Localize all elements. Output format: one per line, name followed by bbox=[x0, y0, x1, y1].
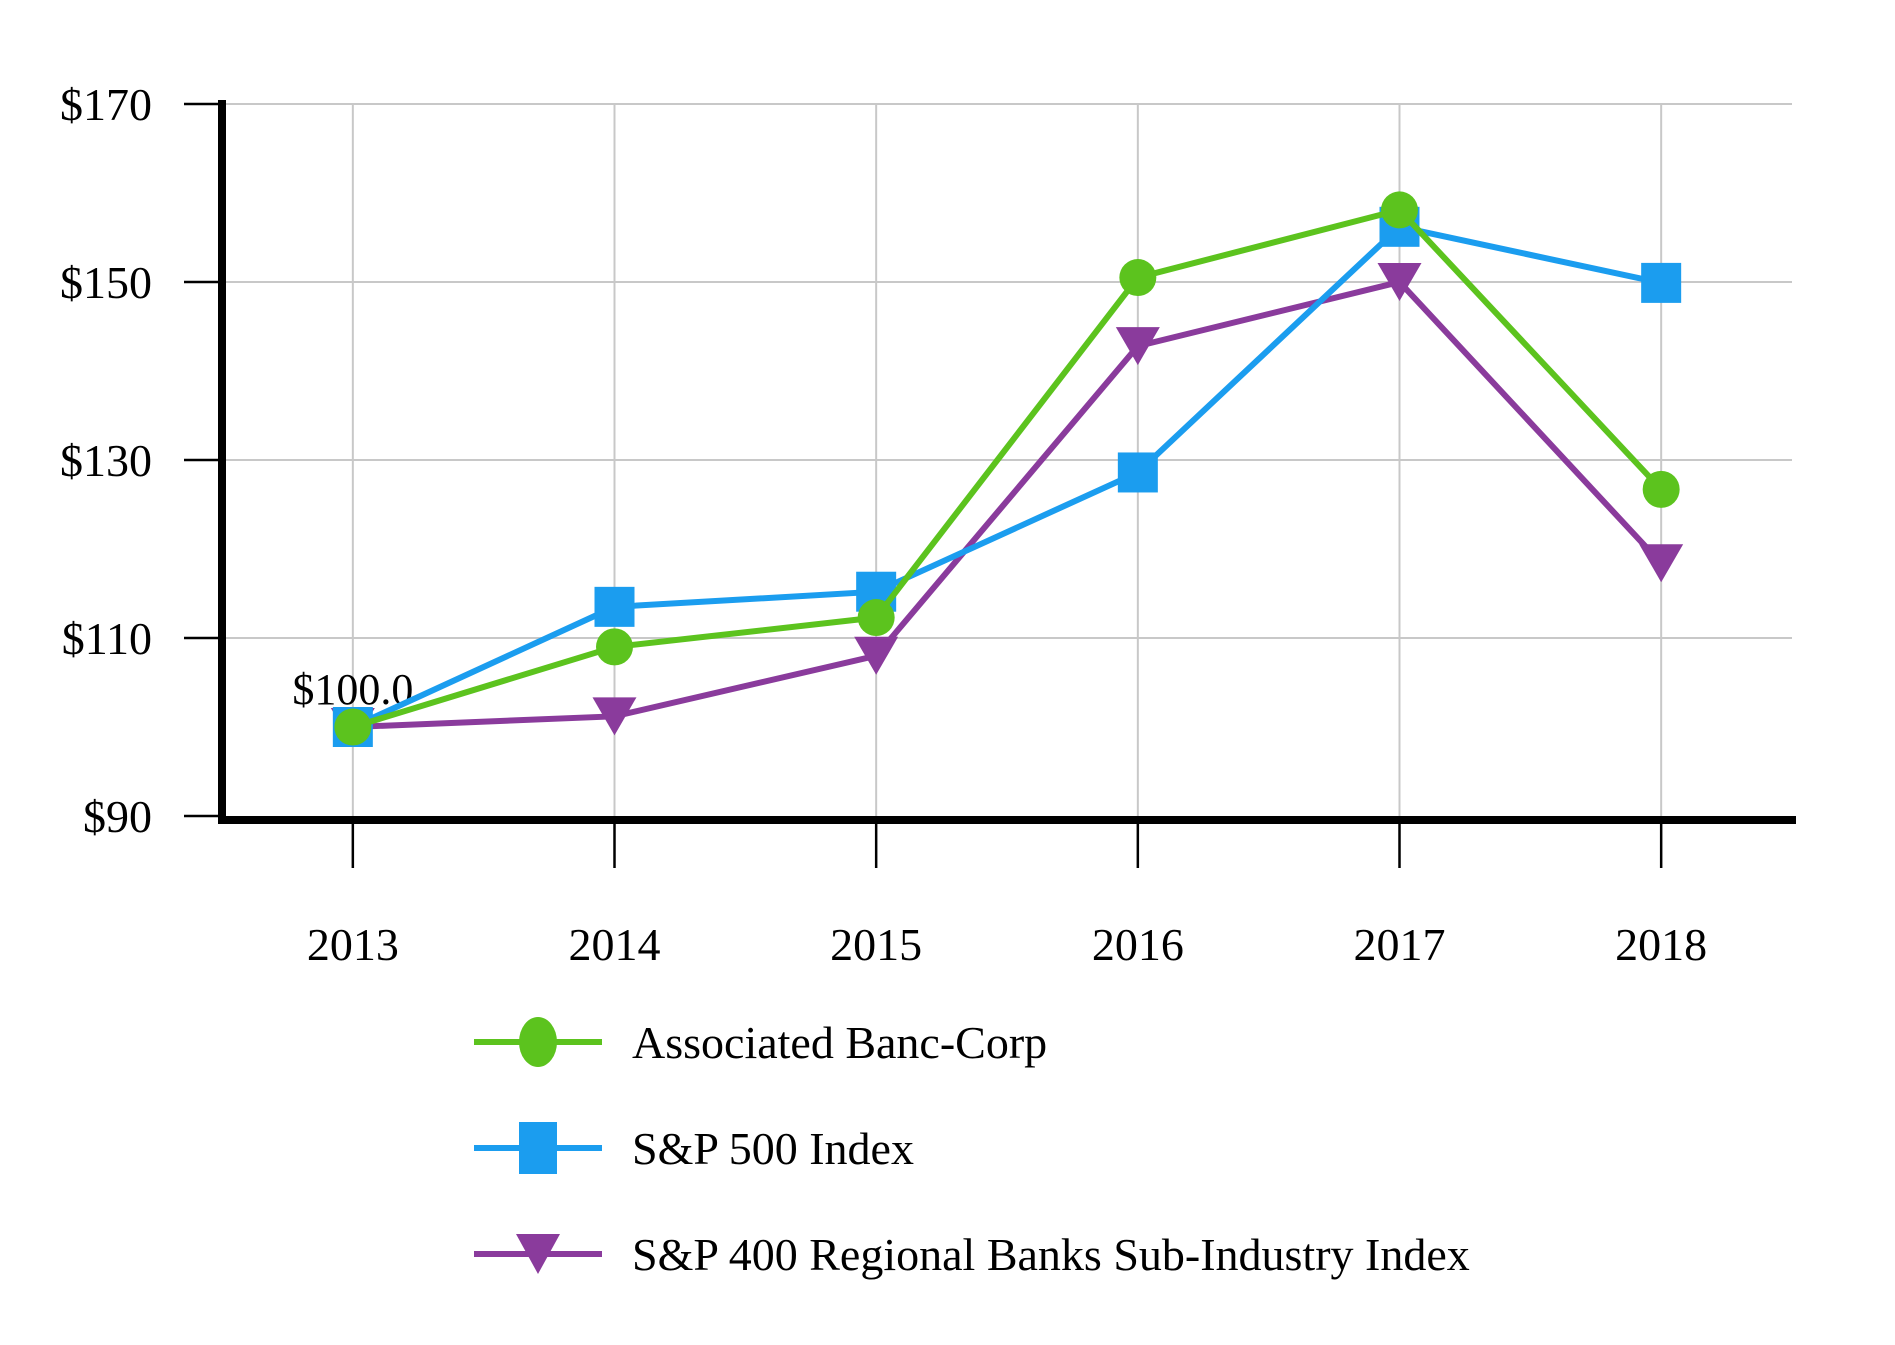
data-point-circle bbox=[1119, 259, 1157, 297]
data-point-square bbox=[1117, 452, 1158, 493]
chart-legend: Associated Banc-Corp S&P 500 Index S&P 4… bbox=[474, 1014, 1470, 1282]
x-axis-tick-label: 2015 bbox=[830, 919, 922, 970]
series-line-0 bbox=[351, 206, 1664, 730]
data-point-square bbox=[1641, 262, 1682, 303]
legend-label: S&P 500 Index bbox=[632, 1122, 914, 1174]
data-point-triangle bbox=[592, 697, 637, 736]
series-line-1 bbox=[351, 223, 1662, 730]
data-point-circle bbox=[1642, 470, 1680, 508]
legend-swatch-triangle-icon bbox=[474, 1226, 602, 1282]
series-line-2 bbox=[352, 278, 1664, 730]
y-axis-tick-label: $170 bbox=[60, 79, 152, 130]
data-point-circle bbox=[1381, 191, 1418, 229]
y-axis-tick-label: $110 bbox=[62, 613, 152, 664]
legend-swatch-square-icon bbox=[474, 1120, 602, 1176]
legend-label: S&P 400 Regional Banks Sub-Industry Inde… bbox=[632, 1228, 1470, 1280]
legend-swatch-circle-icon bbox=[474, 1014, 602, 1070]
y-axis-tick-label: $130 bbox=[60, 435, 152, 486]
legend-item-associated-banc-corp: Associated Banc-Corp bbox=[474, 1014, 1470, 1070]
data-point-square bbox=[594, 586, 635, 627]
legend-label: Associated Banc-Corp bbox=[632, 1016, 1048, 1068]
data-point-triangle bbox=[1377, 263, 1422, 301]
data-point-triangle bbox=[1115, 327, 1160, 366]
data-point-circle bbox=[857, 599, 895, 637]
y-axis-tick-label: $150 bbox=[60, 257, 152, 308]
data-point-circle bbox=[334, 708, 372, 746]
data-point-circle bbox=[596, 628, 633, 666]
data-point-triangle bbox=[1639, 544, 1684, 583]
data-point-triangle bbox=[854, 636, 899, 675]
x-axis-tick-label: 2014 bbox=[569, 919, 661, 970]
y-axis-tick-label: $90 bbox=[83, 791, 152, 842]
legend-item-sp500: S&P 500 Index bbox=[474, 1120, 1470, 1176]
legend-item-sp400-regional-banks: S&P 400 Regional Banks Sub-Industry Inde… bbox=[474, 1226, 1470, 1282]
x-axis-tick-label: 2013 bbox=[307, 919, 399, 970]
x-axis-tick-label: 2017 bbox=[1354, 919, 1446, 970]
x-axis-tick-label: 2016 bbox=[1092, 919, 1184, 970]
x-axis-tick-label: 2018 bbox=[1615, 919, 1707, 970]
